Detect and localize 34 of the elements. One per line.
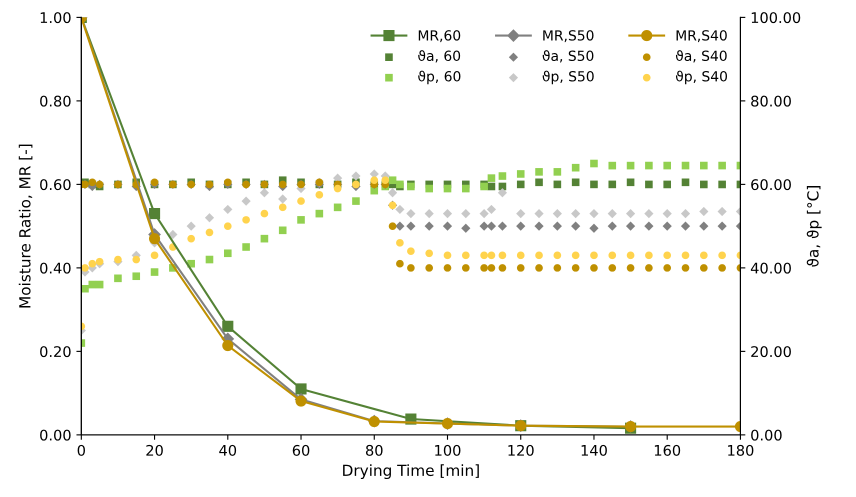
- y2-tick-label: 20.00: [751, 346, 791, 358]
- y-tick-label: 0.00: [40, 430, 71, 441]
- x-tick-label: 80: [366, 444, 383, 456]
- legend-label: MR,S40: [676, 30, 727, 42]
- y2-axis-title: ϑa, ϑp [°C]: [806, 186, 822, 267]
- legend-label: ϑa, S50: [542, 50, 594, 62]
- y-tick-label: 0.40: [40, 262, 71, 274]
- legend-label: ϑp, S40: [676, 70, 728, 84]
- y2-tick-label: 100.00: [752, 12, 800, 24]
- y-tick-label: 0.20: [40, 346, 71, 358]
- legend-label: ϑp, 60: [418, 70, 460, 84]
- legend-label: MR,60: [418, 30, 460, 42]
- y2-tick-label: 40.00: [750, 262, 791, 274]
- y2-tick-label: 0.00: [751, 430, 782, 441]
- legend-label: MR,S50: [543, 30, 594, 42]
- legend-label: ϑp, S50: [542, 70, 594, 84]
- x-tick-label: 140: [582, 444, 607, 456]
- x-tick-label: 40: [219, 444, 236, 456]
- x-tick-label: 20: [146, 444, 163, 456]
- x-axis-title: Drying Time [min]: [343, 464, 479, 480]
- y2-tick-label: 80.00: [751, 96, 791, 107]
- x-tick-label: 120: [508, 444, 534, 456]
- legend-label: ϑa, 60: [418, 50, 460, 62]
- y-tick-label: 0.80: [40, 96, 71, 107]
- x-tick-label: 160: [654, 444, 680, 456]
- y2-tick-label: 60.00: [751, 179, 791, 190]
- x-tick-label: 60: [292, 444, 310, 456]
- x-tick-label: 0: [78, 444, 85, 456]
- y-tick-label: 0.60: [40, 179, 71, 190]
- legend-label: ϑa, S40: [676, 50, 727, 62]
- y-axis-title: Moisture Ratio, MR [-]: [18, 144, 32, 308]
- x-tick-label: 100: [435, 444, 460, 456]
- x-tick-label: 180: [728, 444, 754, 456]
- y-tick-label: 1.00: [40, 12, 71, 24]
